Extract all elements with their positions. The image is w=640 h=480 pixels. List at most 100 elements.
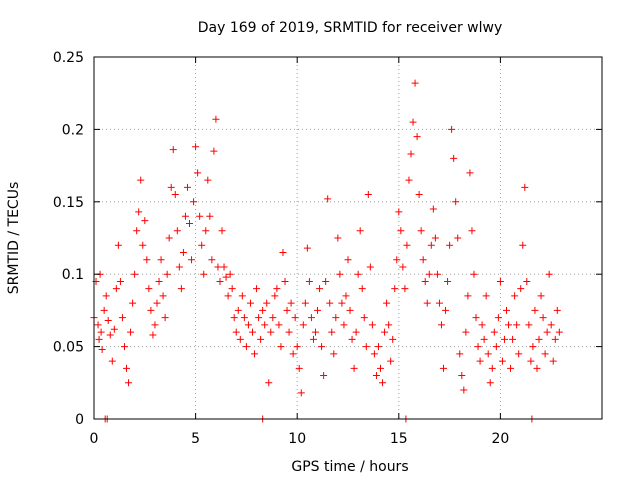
data-point (476, 357, 484, 365)
data-point (151, 321, 159, 329)
data-point (234, 306, 242, 314)
data-point (295, 364, 303, 372)
data-point (397, 227, 405, 235)
data-point (273, 285, 281, 293)
data-point (429, 205, 437, 213)
data-point (129, 299, 137, 307)
data-point (120, 343, 128, 351)
data-point (202, 227, 210, 235)
data-point (175, 263, 183, 271)
data-point (368, 321, 376, 329)
data-point (513, 321, 521, 329)
data-point (346, 306, 354, 314)
data-point (305, 277, 313, 285)
data-point (177, 285, 185, 293)
data-point (240, 314, 248, 322)
data-point (98, 345, 106, 353)
data-point (413, 133, 421, 141)
data-point (543, 328, 551, 336)
data-point (466, 169, 474, 177)
data-point (553, 306, 561, 314)
data-point (423, 299, 431, 307)
data-point (549, 357, 557, 365)
data-point (153, 299, 161, 307)
data-point (502, 306, 510, 314)
data-point (462, 328, 470, 336)
data-point (545, 270, 553, 278)
data-point (157, 256, 165, 264)
data-point (411, 79, 419, 87)
data-point (338, 299, 346, 307)
data-point (326, 299, 334, 307)
data-point (167, 183, 175, 191)
data-point (259, 306, 267, 314)
data-point (446, 241, 454, 249)
data-point (478, 321, 486, 329)
data-point (531, 306, 539, 314)
data-point (533, 364, 541, 372)
data-point (311, 328, 319, 336)
data-point (230, 314, 238, 322)
data-point (301, 299, 309, 307)
data-point (269, 314, 277, 322)
data-point (374, 343, 382, 351)
data-point (370, 350, 378, 358)
data-point (379, 379, 387, 387)
data-point (222, 273, 230, 281)
data-point (352, 328, 360, 336)
data-point (521, 183, 529, 191)
data-point (102, 292, 110, 300)
data-point (458, 372, 466, 380)
data-point (95, 335, 103, 343)
y-tick-label: 0.2 (62, 122, 84, 138)
data-point (527, 357, 535, 365)
data-point (537, 292, 545, 300)
data-point (147, 306, 155, 314)
data-point (143, 256, 151, 264)
data-point (525, 321, 533, 329)
data-point (555, 328, 563, 336)
data-point (123, 364, 131, 372)
data-point (551, 335, 559, 343)
data-point (490, 328, 498, 336)
data-point (114, 241, 122, 249)
data-point (362, 343, 370, 351)
data-point (212, 115, 220, 123)
data-point (108, 357, 116, 365)
data-point (248, 328, 256, 336)
data-point (265, 379, 273, 387)
data-point (401, 285, 409, 293)
y-tick-label: 0 (75, 412, 84, 428)
data-point (539, 314, 547, 322)
data-point (210, 147, 218, 155)
y-axis-label: SRMTID / TECUs (6, 182, 22, 295)
data-point (377, 364, 385, 372)
data-point (316, 285, 324, 293)
data-point (100, 306, 108, 314)
data-point (415, 191, 423, 199)
data-point (391, 285, 399, 293)
data-point (500, 335, 508, 343)
data-point (421, 277, 429, 285)
data-point (492, 343, 500, 351)
data-point (263, 299, 271, 307)
data-point (515, 350, 523, 358)
data-point (468, 227, 476, 235)
data-point (417, 227, 425, 235)
data-point (389, 335, 397, 343)
data-point (486, 379, 494, 387)
y-tick-label: 0.05 (53, 340, 84, 356)
data-point (314, 306, 322, 314)
data-point (496, 277, 504, 285)
data-point (431, 234, 439, 242)
data-point (529, 343, 537, 351)
data-point (350, 364, 358, 372)
data-point (511, 292, 519, 300)
data-point (340, 321, 348, 329)
data-point (364, 191, 372, 199)
data-point (188, 256, 196, 264)
data-point (271, 292, 279, 300)
data-point (97, 328, 105, 336)
data-point (383, 299, 391, 307)
data-point (535, 335, 543, 343)
